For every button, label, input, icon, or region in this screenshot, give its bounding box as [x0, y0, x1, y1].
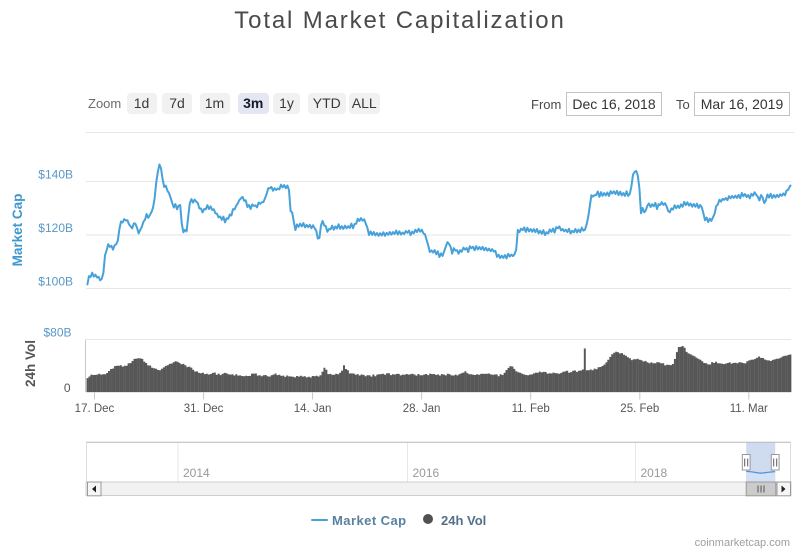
svg-text:28. Jan: 28. Jan: [403, 403, 441, 415]
svg-text:2014: 2014: [183, 466, 210, 480]
svg-text:2018: 2018: [641, 466, 668, 480]
svg-text:17. Dec: 17. Dec: [75, 403, 115, 415]
svg-text:11. Mar: 11. Mar: [730, 403, 768, 415]
svg-text:24h Vol: 24h Vol: [23, 340, 38, 387]
svg-text:11. Feb: 11. Feb: [512, 403, 550, 415]
svg-text:14. Jan: 14. Jan: [294, 403, 332, 415]
svg-text:$120B: $120B: [38, 221, 73, 235]
svg-text:$140B: $140B: [38, 168, 73, 182]
svg-text:0: 0: [64, 381, 71, 395]
svg-text:Market Cap: Market Cap: [10, 194, 25, 267]
svg-text:$100B: $100B: [38, 275, 73, 289]
svg-text:25. Feb: 25. Feb: [620, 403, 659, 415]
svg-text:31. Dec: 31. Dec: [184, 403, 224, 415]
svg-text:$80B: $80B: [43, 326, 71, 340]
svg-text:2016: 2016: [413, 466, 440, 480]
